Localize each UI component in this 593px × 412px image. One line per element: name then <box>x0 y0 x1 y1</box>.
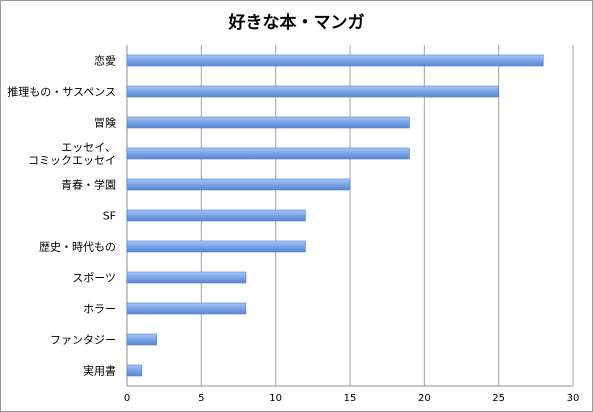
category-label-3-line-0: エッセイ、 <box>61 141 116 154</box>
bar-4 <box>126 178 351 191</box>
chart-title: 好きな本・マンガ <box>228 13 365 33</box>
category-label-9: ファンタジー <box>50 334 116 347</box>
category-label-1: 推理もの・サスペンス <box>7 85 116 99</box>
x-tick-label-10: 10 <box>269 393 282 404</box>
category-label-8: ホラー <box>83 303 116 316</box>
bar-7 <box>126 271 247 284</box>
x-tick-label-25: 25 <box>492 393 505 404</box>
bar-1 <box>126 85 499 98</box>
category-label-6: 歴史・時代もの <box>39 241 116 254</box>
x-tick-label-30: 30 <box>567 393 580 404</box>
bars <box>126 54 544 377</box>
x-tick-label-0: 0 <box>124 393 130 404</box>
bar-8 <box>126 302 247 315</box>
category-label-5: SF <box>103 210 116 223</box>
bar-3 <box>126 147 410 160</box>
bar-2 <box>126 116 410 129</box>
category-label-2: 冒険 <box>94 117 116 130</box>
bar-9 <box>126 333 158 346</box>
bar-0 <box>126 54 544 67</box>
bar-10 <box>126 364 143 377</box>
category-label-4: 青春・学園 <box>61 178 116 192</box>
bar-5 <box>126 209 306 222</box>
x-tick-label-5: 5 <box>198 393 204 404</box>
category-label-0: 恋愛 <box>94 54 116 68</box>
x-tick-label-15: 15 <box>344 393 357 404</box>
category-label-7: スポーツ <box>72 272 116 285</box>
x-tick-label-20: 20 <box>418 393 431 404</box>
bar-6 <box>126 240 306 253</box>
category-label-3-line-1: コミックエッセイ <box>28 154 116 167</box>
x-tick-labels: 0 5 10 15 20 25 30 <box>124 393 580 404</box>
category-label-10: 実用書 <box>83 364 116 378</box>
